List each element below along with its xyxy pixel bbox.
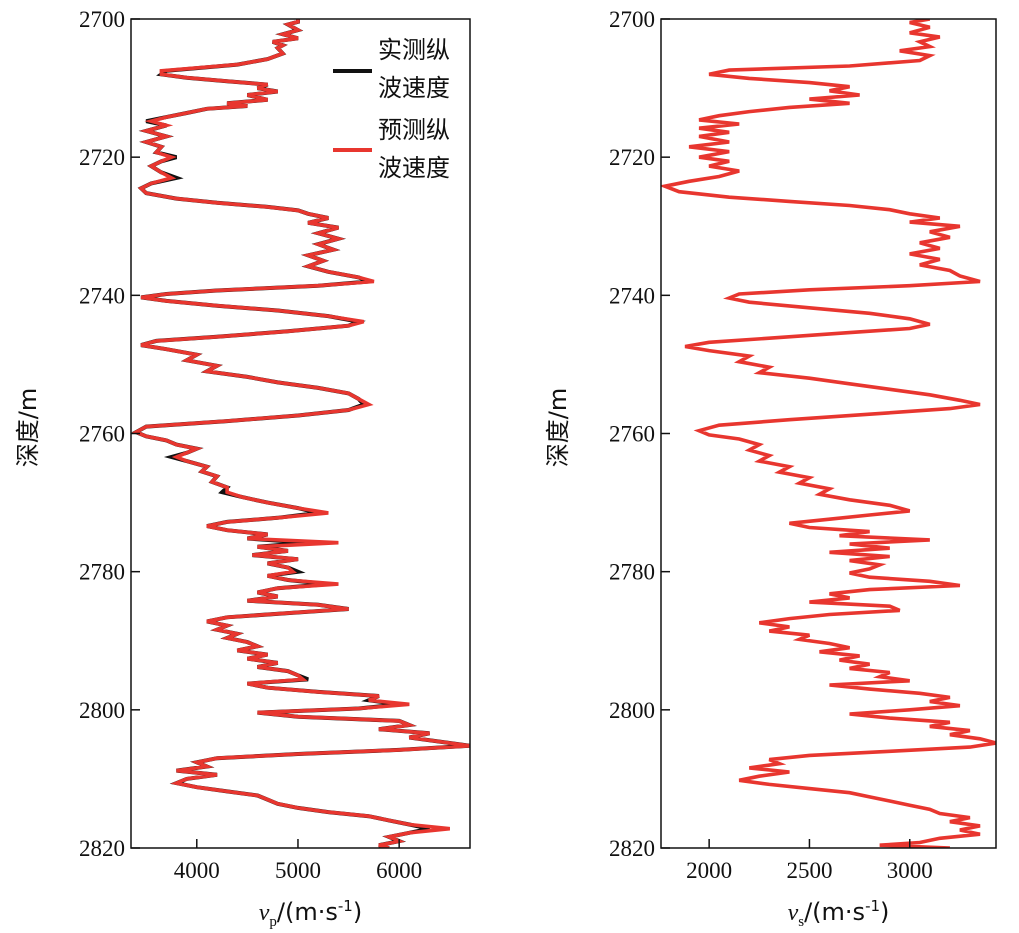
legend-label-measured-line1: 实测纵	[378, 36, 450, 64]
vp-y-tick-label: 2720	[79, 145, 125, 170]
vs-x-tick-label: 2000	[686, 858, 732, 883]
vs-y-tick-label: 2760	[609, 422, 655, 447]
vp-y-axis-label: 深度/m	[14, 388, 42, 467]
legend-label-predicted-line2: 波速度	[378, 154, 450, 182]
vp-x-tick-label: 6000	[376, 858, 422, 883]
vp-panel: 2700 2720 2740 2760 2780 2800 2820 4000 5000 6000…	[14, 7, 471, 930]
vp-x-tick-label: 4000	[174, 858, 220, 883]
vs-x-axis-label: vs/(m·s-1)	[788, 897, 890, 930]
vs-x-tick-label: 2500	[786, 858, 832, 883]
vp-y-tick-label: 2820	[79, 836, 125, 861]
vs-y-tick-label: 2740	[609, 283, 655, 308]
vs-y-axis-label: 深度/m	[544, 388, 572, 467]
vp-x-tick-label: 5000	[275, 858, 321, 883]
vp-y-tick-label: 2760	[79, 422, 125, 447]
legend-label-measured-line2: 波速度	[378, 74, 450, 102]
vp-y-tick-label: 2740	[79, 283, 125, 308]
vp-x-axis-label: vp/(m·s-1)	[259, 897, 362, 930]
vs-series-predicted-line	[661, 19, 996, 848]
vs-panel: 2700 2720 2740 2760 2780 2800 2820 2000 2500 3000…	[544, 7, 997, 930]
vs-y-tick-label: 2800	[609, 698, 655, 723]
vp-legend: 实测纵 波速度 预测纵 波速度	[333, 36, 450, 182]
vp-series-predicted-line	[131, 19, 470, 848]
vs-y-tick-label: 2700	[609, 7, 655, 32]
vp-y-tick-label: 2780	[79, 560, 125, 585]
vp-y-tick-label: 2700	[79, 7, 125, 32]
vs-x-tick-label: 3000	[887, 858, 933, 883]
vs-y-tick-label: 2780	[609, 560, 655, 585]
vs-y-tick-label: 2720	[609, 145, 655, 170]
vs-y-tick-label: 2820	[609, 836, 655, 861]
vp-y-tick-label: 2800	[79, 698, 125, 723]
legend-label-predicted-line1: 预测纵	[378, 116, 450, 144]
